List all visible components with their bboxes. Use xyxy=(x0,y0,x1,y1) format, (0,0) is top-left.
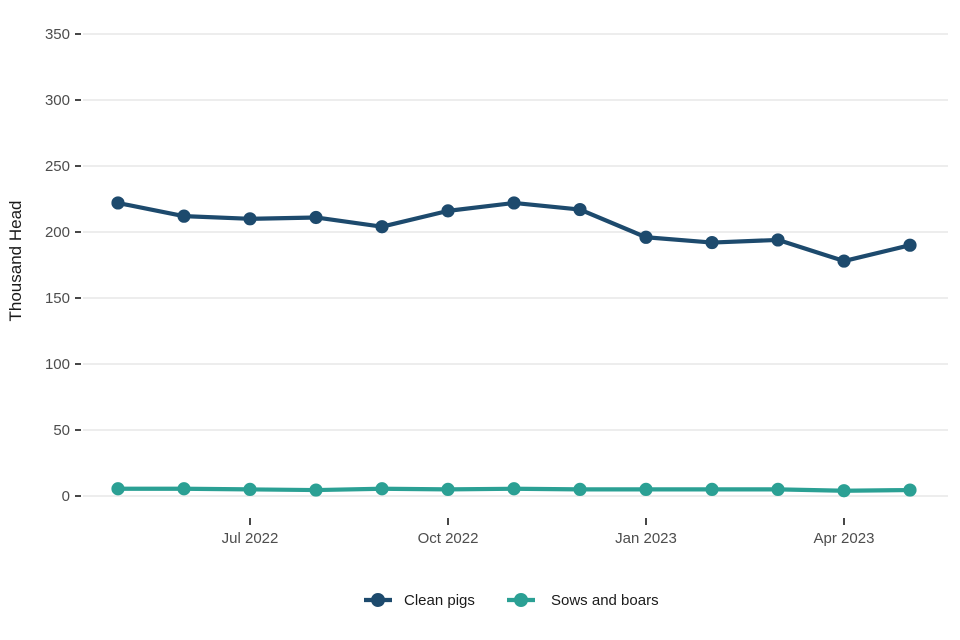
data-point-sows-and-boars-apr-2023 xyxy=(837,484,851,498)
data-point-clean-pigs-dec-2022 xyxy=(573,202,587,217)
series-lines xyxy=(115,200,913,493)
y-axis-ticks xyxy=(75,33,81,497)
data-point-sows-and-boars-oct-2022 xyxy=(441,482,455,496)
x-tick-label-3: Apr 2023 xyxy=(814,530,875,547)
data-point-sows-and-boars-jan-2023 xyxy=(639,482,653,496)
y-axis-labels: 0 50 100 150 200 250 300 350 xyxy=(45,26,70,505)
y-tick-label-0: 0 xyxy=(62,488,70,505)
x-axis-labels: Jul 2022 Oct 2022 Jan 2023 Apr 2023 xyxy=(222,530,875,547)
data-point-sows-and-boars-may-2023 xyxy=(903,483,917,497)
data-point-sows-and-boars-dec-2022 xyxy=(573,482,587,496)
data-point-clean-pigs-apr-2023 xyxy=(837,254,851,268)
data-point-clean-pigs-feb-2023 xyxy=(705,235,719,250)
data-point-sows-and-boars-may-2022 xyxy=(111,482,125,496)
series-points xyxy=(111,196,917,498)
data-point-sows-and-boars-jul-2022 xyxy=(243,482,257,496)
data-point-clean-pigs-aug-2022 xyxy=(309,210,323,225)
legend-item-sows-and-boars: Sows and boars xyxy=(507,592,659,609)
x-tick-label-0: Jul 2022 xyxy=(222,530,279,547)
legend: Clean pigs Sows and boars xyxy=(364,592,659,609)
legend-label-sows-and-boars: Sows and boars xyxy=(551,592,659,609)
y-tick-label-100: 100 xyxy=(45,356,70,373)
x-tick-label-2: Jan 2023 xyxy=(615,530,677,547)
data-point-sows-and-boars-feb-2023 xyxy=(705,482,719,496)
data-point-sows-and-boars-jun-2022 xyxy=(177,482,191,496)
y-tick-label-350: 350 xyxy=(45,26,70,43)
legend-marker-clean-pigs xyxy=(371,593,385,607)
data-point-sows-and-boars-mar-2023 xyxy=(771,482,785,496)
data-point-clean-pigs-oct-2022 xyxy=(441,204,455,218)
x-tick-label-1: Oct 2022 xyxy=(418,530,479,547)
legend-label-clean-pigs: Clean pigs xyxy=(404,592,475,609)
data-point-clean-pigs-jul-2022 xyxy=(243,212,257,226)
y-tick-label-150: 150 xyxy=(45,290,70,307)
y-tick-label-50: 50 xyxy=(53,422,70,439)
y-tick-label-200: 200 xyxy=(45,224,70,241)
data-point-clean-pigs-may-2022 xyxy=(111,196,125,210)
gridlines xyxy=(83,33,948,497)
legend-item-clean-pigs: Clean pigs xyxy=(364,592,475,609)
data-point-clean-pigs-nov-2022 xyxy=(507,196,521,210)
data-point-sows-and-boars-nov-2022 xyxy=(507,482,521,496)
data-point-clean-pigs-jan-2023 xyxy=(639,230,653,244)
data-point-clean-pigs-sep-2022 xyxy=(375,220,389,234)
data-point-sows-and-boars-aug-2022 xyxy=(309,483,323,497)
data-point-clean-pigs-may-2023 xyxy=(903,238,917,252)
y-tick-label-300: 300 xyxy=(45,92,70,109)
data-point-sows-and-boars-sep-2022 xyxy=(375,482,389,496)
x-axis-ticks xyxy=(249,518,845,525)
y-axis-title: Thousand Head xyxy=(6,201,25,322)
data-point-clean-pigs-jun-2022 xyxy=(177,209,191,223)
data-point-clean-pigs-mar-2023 xyxy=(771,233,785,247)
y-tick-label-250: 250 xyxy=(45,158,70,175)
legend-marker-sows-and-boars xyxy=(514,593,528,607)
